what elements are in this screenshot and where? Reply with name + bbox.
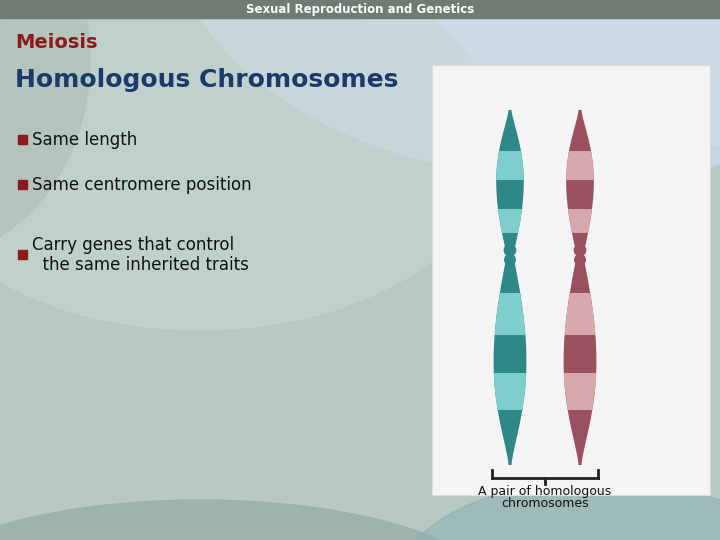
Text: Meiosis: Meiosis bbox=[15, 32, 97, 51]
Ellipse shape bbox=[400, 480, 720, 540]
Bar bbox=[564, 293, 595, 335]
Bar bbox=[498, 208, 522, 233]
Bar bbox=[568, 208, 593, 233]
Text: Homologous Chromosomes: Homologous Chromosomes bbox=[15, 68, 398, 92]
Text: Sexual Reproduction and Genetics: Sexual Reproduction and Genetics bbox=[246, 3, 474, 16]
Bar bbox=[563, 373, 597, 410]
Ellipse shape bbox=[170, 0, 720, 180]
Text: Same centromere position: Same centromere position bbox=[32, 176, 251, 194]
Bar bbox=[432, 65, 710, 495]
Bar bbox=[0, 0, 720, 18]
Text: Carry genes that control
  the same inherited traits: Carry genes that control the same inheri… bbox=[32, 235, 249, 274]
Polygon shape bbox=[496, 110, 523, 255]
Ellipse shape bbox=[574, 244, 586, 256]
Ellipse shape bbox=[574, 254, 586, 266]
Text: chromosomes: chromosomes bbox=[501, 497, 589, 510]
Polygon shape bbox=[564, 255, 596, 465]
Ellipse shape bbox=[504, 254, 516, 266]
Ellipse shape bbox=[0, 0, 500, 330]
Polygon shape bbox=[566, 110, 594, 255]
Bar bbox=[495, 293, 525, 335]
Ellipse shape bbox=[0, 500, 500, 540]
Bar bbox=[18, 250, 27, 259]
Polygon shape bbox=[494, 255, 526, 465]
Bar bbox=[18, 180, 27, 189]
Bar bbox=[18, 135, 27, 144]
Bar bbox=[495, 151, 525, 180]
Ellipse shape bbox=[350, 0, 720, 150]
Bar bbox=[493, 373, 527, 410]
Text: A pair of homologous: A pair of homologous bbox=[478, 485, 611, 498]
Ellipse shape bbox=[503, 244, 516, 256]
Text: Same length: Same length bbox=[32, 131, 138, 149]
Ellipse shape bbox=[0, 0, 90, 260]
Bar bbox=[565, 151, 595, 180]
